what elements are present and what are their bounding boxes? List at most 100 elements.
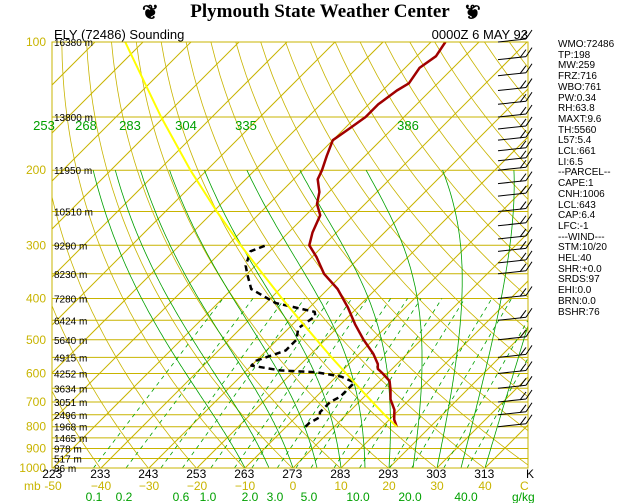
height-label: 10510 m	[54, 208, 93, 219]
wind-barb	[497, 138, 533, 152]
dry-adiabat-line	[384, 42, 528, 233]
wind-barb-shaft	[497, 398, 527, 403]
wind-barb-flag	[525, 414, 533, 424]
wind-barb	[497, 286, 533, 299]
wind-barb-flag	[525, 361, 533, 371]
wind-barb-shaft	[497, 166, 527, 171]
wind-barb-shaft	[497, 208, 527, 213]
wind-barb-flag	[519, 241, 527, 250]
wind-barb-shaft	[497, 113, 527, 118]
mixing-ratio-line	[251, 298, 368, 468]
wind-barb	[497, 402, 533, 416]
wind-barb	[497, 183, 533, 197]
wind-barb-flag	[519, 80, 527, 89]
isotherm-line	[148, 88, 528, 468]
dry-adiabat-line	[86, 42, 293, 468]
dry-adiabat-line	[61, 42, 245, 468]
moist-adiabat-line	[460, 170, 515, 468]
height-label: 5640 m	[54, 336, 87, 347]
mixing-ratio-line	[182, 298, 305, 468]
index-item: LFC:-1	[558, 220, 589, 232]
isotherm-line	[388, 328, 528, 468]
wind-barb	[497, 376, 533, 389]
wind-barb-flag	[525, 327, 533, 338]
height-label: 2496 m	[54, 411, 87, 422]
theta-label: 283	[119, 118, 141, 133]
wind-barb-shaft	[497, 192, 527, 197]
wind-barb-flag	[525, 307, 533, 318]
isotherm-line	[52, 42, 432, 422]
wind-barb-flag	[525, 402, 533, 413]
wind-barb-flag	[519, 129, 527, 139]
wind-barb-flag	[519, 106, 527, 116]
mixing-ratio-line	[310, 298, 422, 468]
wind-barb-flag	[525, 239, 533, 249]
wind-barb	[497, 239, 533, 252]
index-item: LCL:661	[558, 146, 596, 158]
height-label: 8230 m	[54, 270, 87, 281]
mixing-ratio-unit-label: g/kg	[512, 490, 535, 503]
moist-adiabat-line	[484, 324, 528, 468]
wind-barb-shaft	[497, 384, 527, 389]
mixing-ratio-line	[411, 298, 512, 468]
index-item: FRZ:716	[558, 71, 597, 83]
temperature-tick-label: 10	[334, 479, 348, 493]
height-label: 517 m	[54, 455, 82, 466]
temperature-tick-label: −30	[139, 479, 160, 493]
wind-barb	[497, 47, 533, 61]
wind-barb-flag	[519, 329, 527, 339]
wind-barb-flag	[519, 159, 527, 169]
wind-barb-flag	[525, 250, 533, 261]
theta-label: 304	[175, 118, 197, 133]
wind-barb-shaft	[497, 125, 527, 130]
mixing-ratio-tick-label: 40.0	[454, 490, 478, 503]
kelvin-tick-label: 263	[234, 467, 254, 481]
wind-barb-flag	[525, 213, 533, 224]
isotherm-line	[52, 42, 288, 278]
wind-barb-shaft	[497, 411, 527, 416]
moist-adiabat-line	[436, 170, 463, 468]
wind-barb-flag	[525, 116, 533, 127]
mixing-ratio-line	[93, 298, 224, 468]
wind-barb-shaft	[497, 87, 527, 92]
index-item: EHI:0.0	[558, 285, 592, 297]
wind-barb-flag	[525, 78, 533, 88]
temperature-tick-label: 0	[290, 479, 297, 493]
mixing-ratio-line	[276, 298, 391, 468]
theta-label: 268	[75, 118, 97, 133]
pressure-tick-label: 700	[26, 395, 46, 409]
moist-adiabat-line	[169, 170, 318, 468]
dry-adiabat-line	[185, 42, 485, 468]
height-label: 1465 m	[54, 434, 87, 445]
wind-barb	[497, 414, 533, 428]
wind-barb-column	[497, 29, 533, 428]
mixing-ratio-tick-label: 1.0	[200, 490, 217, 503]
wind-barb-flag	[519, 65, 527, 75]
isotherm-line	[52, 42, 336, 326]
mixing-ratio-line	[234, 298, 353, 468]
wind-barb-shaft	[497, 147, 527, 152]
mixing-ratio-line	[389, 298, 493, 468]
moist-adiabat-line	[204, 170, 342, 468]
isotherm-line	[340, 280, 528, 468]
kelvin-tick-label: 233	[90, 467, 110, 481]
wind-barb-flag	[525, 183, 533, 194]
wind-barb-shaft	[497, 294, 527, 299]
index-item: CNH:1006	[558, 188, 605, 200]
index-item: ---WIND---	[558, 231, 605, 243]
wind-barb	[497, 29, 533, 43]
temperature-tick-label: −40	[91, 479, 112, 493]
mixing-ratio-tick-label: 0.1	[86, 490, 103, 503]
wind-barb-flag	[519, 185, 527, 195]
wind-barb-flag	[525, 148, 533, 159]
isotherm-line	[196, 136, 528, 468]
wind-barb-flag	[525, 127, 533, 138]
dry-adiabat-line	[285, 42, 528, 364]
isotherm-line	[52, 42, 240, 230]
pressure-unit-label: mb	[24, 479, 41, 493]
wind-barb-flag	[519, 263, 527, 273]
theta-label: 253	[33, 118, 55, 133]
wind-barb-flag	[519, 150, 527, 160]
pressure-tick-label: 300	[26, 238, 46, 252]
mixing-ratio-tick-label: 2.0	[242, 490, 259, 503]
